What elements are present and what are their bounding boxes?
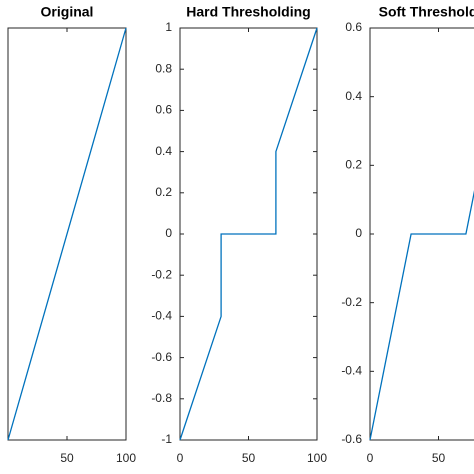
x-tick-label: 50 <box>60 451 74 465</box>
x-tick-label: 100 <box>307 451 327 465</box>
y-tick-label: -0.4 <box>341 364 362 378</box>
y-tick-label: -0.2 <box>151 267 172 281</box>
chart-title: Soft Thresholding <box>379 4 474 20</box>
y-tick-label: -0.6 <box>341 432 362 446</box>
y-tick-label: -0.2 <box>341 295 362 309</box>
x-tick-label: 0 <box>367 451 374 465</box>
y-tick-label: 0 <box>355 226 362 240</box>
data-line <box>179 27 318 441</box>
y-tick-label: 0 <box>165 226 172 240</box>
x-tick-label: 0 <box>177 451 184 465</box>
y-tick-label: 0.2 <box>155 185 172 199</box>
y-tick-label: 1 <box>165 20 172 34</box>
chart-title: Hard Thresholding <box>186 4 310 20</box>
data-line <box>7 27 127 441</box>
x-tick-label: 100 <box>116 451 136 465</box>
data-line <box>369 190 474 441</box>
y-tick-label: 0.8 <box>155 61 172 75</box>
y-tick-label: -1 <box>161 432 172 446</box>
x-tick-label: 50 <box>432 451 446 465</box>
y-tick-label: 0.6 <box>345 20 362 34</box>
y-tick-label: -0.6 <box>151 350 172 364</box>
y-tick-label: -0.4 <box>151 309 172 323</box>
y-tick-label: 0.4 <box>345 89 362 103</box>
chart-title: Original <box>41 4 94 20</box>
y-tick-label: -0.8 <box>151 391 172 405</box>
x-tick-label: 50 <box>242 451 256 465</box>
y-tick-label: 0.4 <box>155 144 172 158</box>
y-tick-label: 0.2 <box>345 158 362 172</box>
y-tick-label: 0.6 <box>155 103 172 117</box>
